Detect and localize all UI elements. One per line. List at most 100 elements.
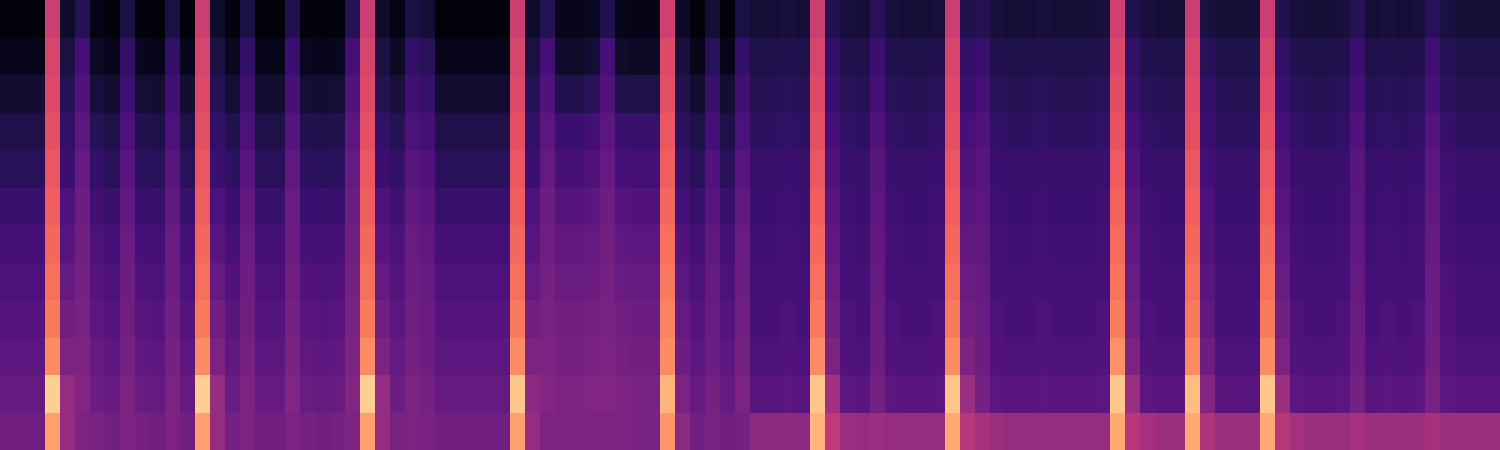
heatmap-cell [600, 38, 616, 76]
heatmap-cell [720, 150, 736, 188]
heatmap-cell [555, 75, 571, 113]
heatmap-cell [555, 38, 571, 76]
heatmap-cell [1425, 38, 1441, 76]
heatmap-cell [1260, 413, 1276, 450]
heatmap-cell [765, 300, 781, 338]
heatmap-cell [240, 75, 256, 113]
heatmap-cell [585, 150, 601, 188]
heatmap-cell [1065, 413, 1081, 450]
heatmap-cell [540, 113, 556, 151]
heatmap-cell [690, 188, 706, 226]
heatmap-cell [225, 375, 241, 413]
heatmap-cell [375, 263, 391, 301]
heatmap-cell [675, 0, 691, 38]
heatmap-cell [330, 338, 346, 376]
heatmap-cell [510, 75, 526, 113]
heatmap-cell [645, 150, 661, 188]
heatmap-cell [870, 38, 886, 76]
heatmap-cell [840, 0, 856, 38]
heatmap-cell [1320, 375, 1336, 413]
heatmap-cell [975, 375, 991, 413]
heatmap-cell [795, 413, 811, 450]
heatmap-cell [405, 150, 421, 188]
heatmap-cell [990, 413, 1006, 450]
heatmap-cell [630, 225, 646, 263]
heatmap-cell [945, 413, 961, 450]
heatmap-cell [960, 188, 976, 226]
heatmap-cell [240, 375, 256, 413]
heatmap-cell [660, 150, 676, 188]
heatmap-cell [105, 225, 121, 263]
heatmap-cell [885, 375, 901, 413]
heatmap-cell [690, 150, 706, 188]
heatmap-cell [705, 413, 721, 450]
heatmap-cell [1380, 225, 1396, 263]
heatmap-cell [30, 263, 46, 301]
heatmap-cell [690, 375, 706, 413]
heatmap-cell [360, 0, 376, 38]
heatmap-cell [480, 38, 496, 76]
heatmap-cell [1005, 113, 1021, 151]
heatmap-cell [1425, 188, 1441, 226]
heatmap-cell [90, 150, 106, 188]
heatmap-cell [720, 225, 736, 263]
heatmap-cell [60, 413, 76, 450]
heatmap-cell [540, 188, 556, 226]
heatmap-cell [990, 0, 1006, 38]
heatmap-cell [1065, 375, 1081, 413]
heatmap-cell [720, 375, 736, 413]
heatmap-cell [945, 0, 961, 38]
heatmap-cell [105, 38, 121, 76]
heatmap-cell [1140, 150, 1156, 188]
heatmap-cell [360, 150, 376, 188]
heatmap-cell [915, 38, 931, 76]
heatmap-cell [285, 375, 301, 413]
heatmap-cell [705, 225, 721, 263]
heatmap-cell [1245, 225, 1261, 263]
heatmap-cell [645, 338, 661, 376]
heatmap-cell [375, 113, 391, 151]
heatmap-cell [75, 413, 91, 450]
heatmap-cell [1440, 225, 1456, 263]
heatmap-cell [825, 375, 841, 413]
heatmap-cell [1455, 300, 1471, 338]
heatmap-cell [375, 375, 391, 413]
heatmap-cell [210, 150, 226, 188]
heatmap-cell [630, 113, 646, 151]
heatmap-cell [555, 413, 571, 450]
heatmap-cell [285, 300, 301, 338]
heatmap-cell [195, 300, 211, 338]
heatmap-cell [990, 75, 1006, 113]
heatmap-cell [345, 300, 361, 338]
heatmap-cell [1035, 263, 1051, 301]
heatmap-cell [1290, 263, 1306, 301]
heatmap-cell [270, 188, 286, 226]
heatmap-cell [1410, 113, 1426, 151]
heatmap-cell [1140, 75, 1156, 113]
heatmap-cell [1230, 113, 1246, 151]
heatmap-cell [1350, 75, 1366, 113]
heatmap-cell [720, 38, 736, 76]
heatmap-cell [900, 225, 916, 263]
heatmap-cell [615, 0, 631, 38]
heatmap-cell [900, 150, 916, 188]
heatmap-cell [0, 75, 16, 113]
heatmap-cell [585, 0, 601, 38]
heatmap-cell [885, 0, 901, 38]
heatmap-cell [270, 0, 286, 38]
heatmap-cell [765, 0, 781, 38]
heatmap-cell [945, 188, 961, 226]
heatmap-cell [525, 375, 541, 413]
heatmap-cell [930, 188, 946, 226]
heatmap-cell [390, 375, 406, 413]
heatmap-cell [30, 188, 46, 226]
heatmap-cell [435, 300, 451, 338]
heatmap-cell [195, 113, 211, 151]
heatmap-cell [285, 75, 301, 113]
heatmap-cell [645, 300, 661, 338]
heatmap-cell [1110, 263, 1126, 301]
heatmap-cell [915, 113, 931, 151]
heatmap-cell [1095, 113, 1111, 151]
heatmap-cell [255, 75, 271, 113]
heatmap-cell [1095, 300, 1111, 338]
